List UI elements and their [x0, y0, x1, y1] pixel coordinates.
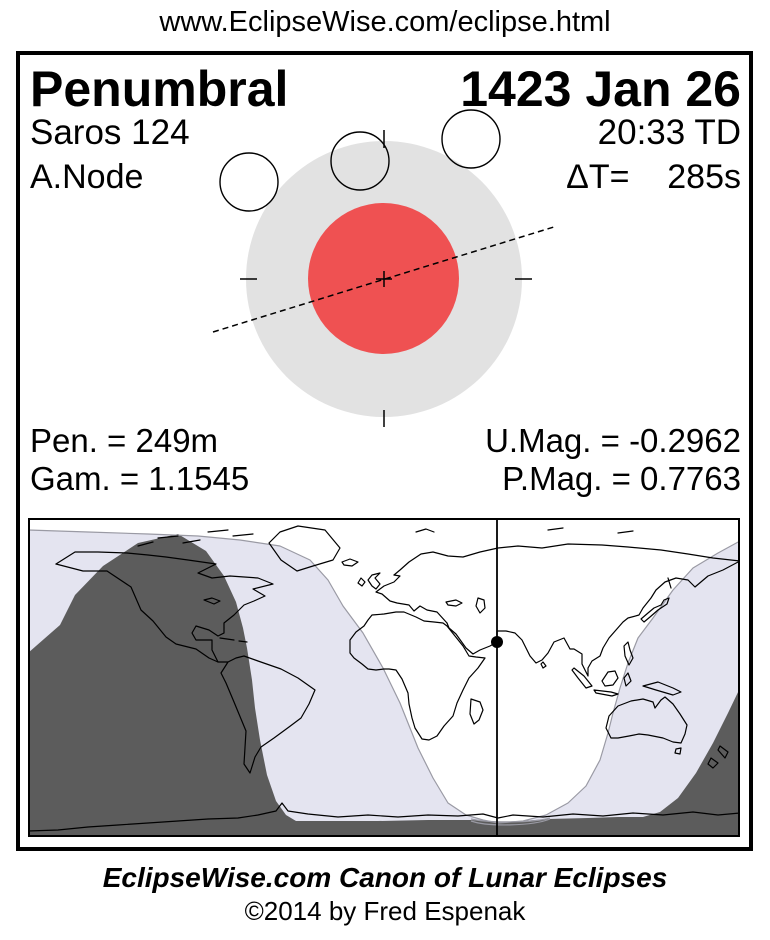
- full-visibility-region: [28, 518, 740, 823]
- coastline-cuba: [219, 637, 235, 641]
- shadow-geometry-diagram: [212, 109, 558, 427]
- coastline-sulawesi: [623, 672, 632, 687]
- coastline-antarctica: [28, 802, 740, 832]
- visibility-world-map: [28, 518, 740, 837]
- coastline-arctic-islands: [137, 527, 634, 547]
- copyright-notice: ©2014 by Fred Espenak: [244, 896, 526, 926]
- coastline-sumatra: [571, 667, 593, 689]
- not-visible-region: [28, 534, 740, 837]
- coastline-japan: [640, 597, 670, 623]
- coastline-hispaniola: [238, 640, 248, 643]
- penumbral-duration-stat: Pen. = 249m: [30, 422, 219, 459]
- coastline-sri-lanka: [540, 661, 547, 669]
- coastline-great-lakes: [203, 597, 221, 605]
- umbral-magnitude-stat: U.Mag. = -0.2962: [485, 422, 741, 459]
- canon-title: EclipseWise.com Canon of Lunar Eclipses: [102, 862, 668, 893]
- coastline-uk: [367, 572, 381, 590]
- coastline-black-sea: [445, 599, 463, 607]
- coastline-philippines: [623, 641, 634, 666]
- coastline-tasmania: [674, 747, 682, 755]
- coastline-australia: [605, 696, 688, 744]
- coastline-madagascar: [469, 698, 484, 725]
- moon-position-greatest: [330, 131, 390, 191]
- coastline-europe-south: [375, 574, 448, 624]
- center-cross: [376, 271, 392, 287]
- eclipse-card: Penumbral 1423 Jan 26 Saros 124 20:33 TD…: [16, 51, 753, 851]
- coastlines: [28, 525, 740, 832]
- eclipse-type-title: Penumbral: [30, 61, 289, 117]
- coastline-borneo: [601, 670, 619, 687]
- coastline-ireland: [357, 577, 366, 587]
- coastline-iceland: [341, 558, 359, 567]
- delta-t-value: ΔT= 285s: [566, 158, 741, 196]
- coastline-eurasia-north: [393, 543, 740, 576]
- visibility-boundary-curves: [28, 529, 740, 826]
- gamma-stat: Gam. = 1.1545: [30, 460, 250, 497]
- coastline-new-zealand: [707, 745, 729, 769]
- node-label: A.Node: [30, 158, 144, 196]
- coastline-north-america-east: [55, 551, 274, 663]
- coastline-new-guinea: [642, 681, 682, 696]
- coastline-sakhalin: [667, 577, 672, 589]
- coastline-caspian-sea: [475, 597, 486, 614]
- greatest-eclipse-time: 20:33 TD: [597, 113, 741, 152]
- map-frame: [28, 518, 740, 837]
- eclipse-date: 1423 Jan 26: [460, 61, 741, 117]
- moon-position-last-contact: [441, 109, 501, 169]
- penumbral-magnitude-stat: P.Mag. = 0.7763: [502, 460, 741, 497]
- saros-series-label: Saros 124: [30, 113, 190, 152]
- moon-disk-outlines: [219, 109, 501, 212]
- moon-position-first-contact: [219, 152, 279, 212]
- coastline-greenland: [268, 525, 341, 572]
- coastline-africa: [349, 611, 486, 741]
- sublunar-point-dot: [491, 636, 503, 648]
- page-url-caption: www.EclipseWise.com/eclipse.html: [159, 6, 611, 38]
- coastline-americas: [55, 563, 316, 774]
- coastline-java: [593, 689, 619, 697]
